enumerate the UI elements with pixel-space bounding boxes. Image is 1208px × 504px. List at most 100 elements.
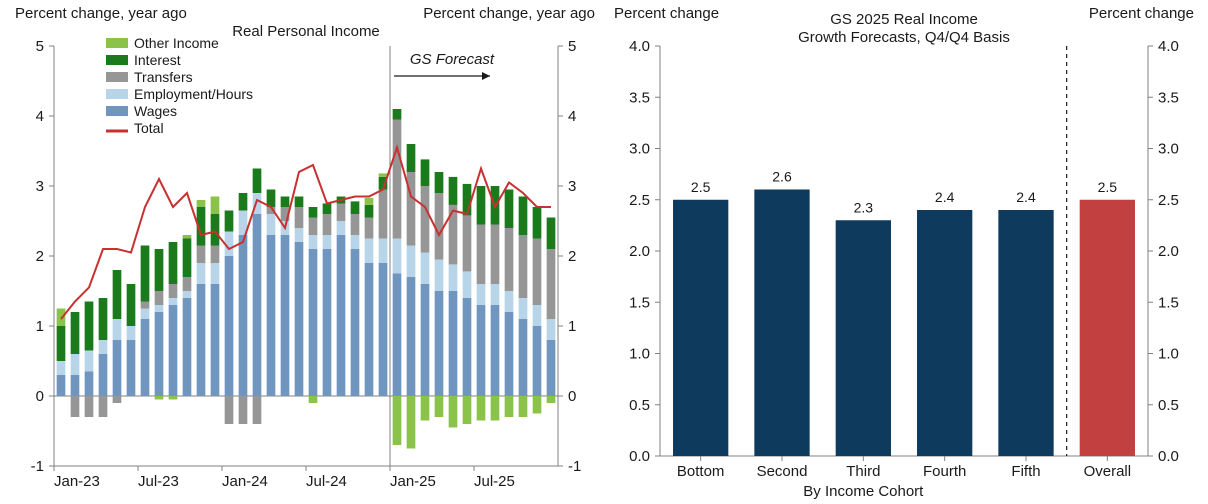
y-tick-label: 1.5 [1158, 294, 1179, 311]
stacked-bar-segment [57, 375, 66, 396]
stacked-bar-segment [379, 239, 388, 264]
stacked-bar-segment [449, 177, 458, 205]
stacked-bar-segment [323, 249, 332, 396]
y-tick-label: 3.0 [629, 141, 650, 158]
stacked-bar-segment [407, 246, 416, 278]
x-tick-label: Jan-24 [222, 473, 268, 490]
stacked-bar-segment [337, 235, 346, 396]
stacked-bar-segment [183, 298, 192, 396]
stacked-bar-segment [155, 312, 164, 396]
legend-swatch [106, 72, 128, 82]
stacked-bar-segment [505, 291, 514, 312]
bar-value-label: 2.3 [854, 199, 874, 215]
y-axis-label-right: Percent change, year ago [423, 5, 595, 22]
stacked-bar-segment [337, 204, 346, 222]
stacked-bar-segment [533, 239, 542, 306]
y-tick-label: 3.0 [1158, 141, 1179, 158]
stacked-bar-segment [435, 291, 444, 396]
y-tick-label: 2.0 [629, 243, 650, 260]
stacked-bar-segment [71, 312, 80, 354]
x-axis-label: By Income Cohort [803, 483, 924, 500]
stacked-bar-segment [351, 249, 360, 396]
stacked-bar-segment [533, 207, 542, 239]
stacked-bar-segment [309, 396, 318, 403]
stacked-bar-segment [519, 298, 528, 319]
stacked-bar-segment [547, 319, 556, 340]
stacked-bar-segment [85, 372, 94, 397]
stacked-bar-segment [99, 354, 108, 396]
stacked-bar-segment [253, 396, 262, 424]
stacked-bar-segment [365, 263, 374, 396]
stacked-bar-segment [477, 225, 486, 285]
stacked-bar-segment [519, 235, 528, 298]
stacked-bar-segment [183, 291, 192, 298]
stacked-bar-segment [435, 193, 444, 260]
stacked-bar-segment [169, 305, 178, 396]
y-tick-label: 0 [36, 388, 44, 405]
right-chart: Percent changePercent changeGS 2025 Real… [614, 5, 1194, 500]
stacked-bar-segment [113, 319, 122, 340]
cohort-bar [917, 210, 972, 456]
bar-value-label: 2.5 [691, 179, 711, 195]
legend-label: Total [134, 120, 164, 136]
legend-swatch [106, 106, 128, 116]
stacked-bar-segment [267, 214, 276, 235]
stacked-bar-segment [169, 242, 178, 284]
stacked-bar-segment [309, 207, 318, 218]
x-tick-label: Jan-25 [390, 473, 436, 490]
stacked-bar-segment [477, 186, 486, 225]
stacked-bar-segment [547, 218, 556, 250]
stacked-bar-segment [393, 396, 402, 445]
stacked-bar-segment [393, 239, 402, 274]
stacked-bar-segment [463, 215, 472, 271]
stacked-bar-segment [421, 396, 430, 421]
stacked-bar-segment [253, 169, 262, 194]
stacked-bar-segment [323, 204, 332, 215]
stacked-bar-segment [351, 201, 360, 214]
stacked-bar-segment [491, 396, 500, 421]
stacked-bar-segment [211, 284, 220, 396]
legend-label: Transfers [134, 69, 193, 85]
stacked-bar-segment [113, 340, 122, 396]
y-tick-label: 2.5 [629, 192, 650, 209]
stacked-bar-segment [477, 396, 486, 421]
stacked-bar-segment [127, 340, 136, 396]
stacked-bar-segment [421, 284, 430, 396]
stacked-bar-segment [211, 263, 220, 284]
x-tick-label: Second [757, 463, 808, 480]
left-chart: Percent change, year agoPercent change, … [15, 5, 595, 490]
stacked-bar-segment [183, 239, 192, 278]
stacked-bar-segment [295, 228, 304, 242]
stacked-bar-segment [197, 263, 206, 284]
stacked-bar-segment [421, 186, 430, 253]
stacked-bar-segment [211, 197, 220, 215]
stacked-bar-segment [169, 284, 178, 298]
stacked-bar-segment [379, 173, 388, 177]
stacked-bar-segment [505, 190, 514, 229]
stacked-bar-segment [99, 298, 108, 340]
stacked-bar-segment [99, 340, 108, 354]
y-tick-label: 4 [36, 108, 44, 125]
legend-label: Interest [134, 52, 181, 68]
x-tick-label: Fifth [1011, 463, 1040, 480]
y-tick-label: 0.5 [1158, 397, 1179, 414]
stacked-bar-segment [225, 211, 234, 232]
y-tick-label: 0 [568, 388, 576, 405]
stacked-bar-segment [85, 396, 94, 417]
y-tick-label: 0.0 [629, 448, 650, 465]
stacked-bar-segment [141, 319, 150, 396]
forecast-label: GS Forecast [410, 51, 495, 68]
stacked-bar-segment [295, 197, 304, 208]
legend-label: Other Income [134, 35, 219, 51]
chart-title-line2: Growth Forecasts, Q4/Q4 Basis [798, 29, 1010, 46]
stacked-bar-segment [505, 228, 514, 291]
x-tick-label: Bottom [677, 463, 725, 480]
cohort-bar [998, 210, 1053, 456]
stacked-bar-segment [463, 396, 472, 424]
stacked-bar-segment [57, 361, 66, 375]
stacked-bar-segment [183, 277, 192, 291]
legend: Other IncomeInterestTransfersEmployment/… [106, 35, 253, 136]
stacked-bar-segment [337, 221, 346, 235]
stacked-bar-segment [225, 396, 234, 424]
stacked-bar-segment [211, 246, 220, 264]
